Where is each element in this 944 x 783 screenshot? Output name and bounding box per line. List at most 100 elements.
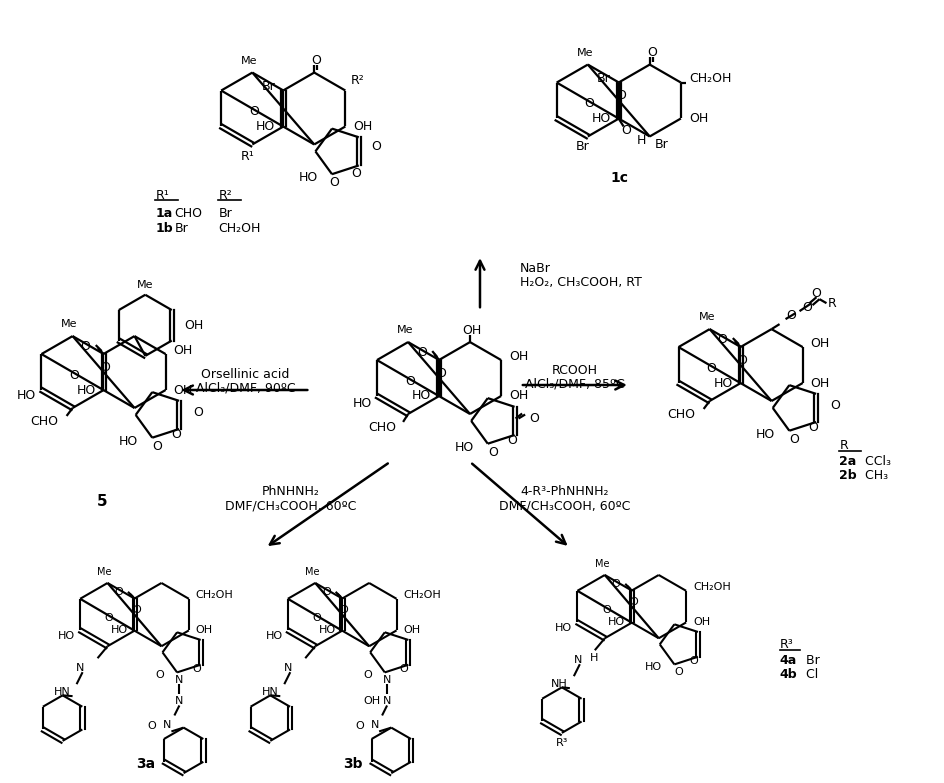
Text: HO: HO: [58, 631, 76, 641]
Text: HO: HO: [713, 377, 732, 389]
Text: HO: HO: [412, 389, 430, 402]
Text: OH: OH: [810, 377, 829, 389]
Text: Orsellinic acid: Orsellinic acid: [201, 367, 289, 381]
Text: O: O: [435, 366, 446, 380]
Text: CH₃: CH₃: [861, 469, 887, 482]
Text: O: O: [340, 604, 348, 615]
Text: HO: HO: [17, 389, 37, 402]
Text: O: O: [399, 664, 408, 674]
Text: O: O: [529, 412, 538, 425]
Text: HO: HO: [298, 171, 317, 185]
Text: Me: Me: [61, 319, 77, 329]
Text: HN: HN: [261, 687, 278, 697]
Text: CHO: CHO: [368, 421, 396, 435]
Text: 1a: 1a: [156, 207, 173, 220]
Text: HO: HO: [454, 441, 473, 454]
Text: O: O: [674, 666, 683, 677]
Text: O: O: [70, 369, 79, 381]
Text: HO: HO: [555, 623, 572, 633]
Text: O: O: [311, 54, 321, 67]
Text: O: O: [487, 446, 497, 459]
Text: R: R: [838, 439, 848, 453]
Text: OH: OH: [363, 697, 380, 706]
Text: O: O: [706, 362, 716, 374]
Text: N: N: [382, 697, 391, 706]
Text: R¹: R¹: [156, 189, 169, 202]
Text: H₂O₂, CH₃COOH, RT: H₂O₂, CH₃COOH, RT: [519, 276, 641, 289]
Text: O: O: [371, 140, 380, 153]
Text: O: O: [621, 124, 631, 137]
Text: O: O: [801, 301, 812, 314]
Text: RCOOH: RCOOH: [551, 363, 598, 377]
Text: O: O: [737, 354, 747, 366]
Text: O: O: [601, 604, 610, 615]
Text: N: N: [175, 674, 183, 684]
Text: O: O: [132, 604, 141, 615]
Text: 4b: 4b: [779, 668, 797, 681]
Text: H: H: [589, 653, 598, 663]
Text: HO: HO: [119, 435, 138, 448]
Text: 2b: 2b: [838, 469, 856, 482]
Text: DMF/CH₃COOH, 60ºC: DMF/CH₃COOH, 60ºC: [498, 500, 630, 512]
Text: Br: Br: [575, 140, 589, 153]
Text: N: N: [283, 663, 292, 673]
Text: 2a: 2a: [838, 456, 856, 468]
Text: OH: OH: [810, 337, 829, 349]
Text: O: O: [615, 89, 625, 102]
Text: CHO: CHO: [667, 409, 695, 421]
Text: O: O: [152, 440, 162, 453]
Text: O: O: [100, 360, 110, 373]
Text: Br: Br: [801, 654, 818, 667]
Text: DMF/CH₃COOH, 60ºC: DMF/CH₃COOH, 60ºC: [225, 500, 356, 512]
Text: CH₂OH: CH₂OH: [692, 582, 730, 592]
Text: Me: Me: [396, 325, 413, 335]
Text: HO: HO: [76, 384, 95, 396]
Text: 3b: 3b: [343, 757, 362, 771]
Text: O: O: [80, 340, 90, 352]
Text: O: O: [716, 333, 726, 345]
Text: O: O: [355, 721, 363, 731]
Text: OH: OH: [353, 120, 372, 133]
Text: O: O: [194, 406, 203, 419]
Text: O: O: [114, 586, 123, 597]
Text: O: O: [611, 579, 619, 589]
Text: H: H: [636, 134, 646, 147]
Text: N: N: [163, 720, 172, 731]
Text: Me: Me: [576, 48, 593, 58]
Text: R: R: [827, 297, 835, 309]
Text: O: O: [312, 612, 321, 622]
Text: 4-R³-PhNHNH₂: 4-R³-PhNHNH₂: [520, 485, 609, 498]
Text: R¹: R¹: [240, 150, 254, 163]
Text: HO: HO: [352, 398, 372, 410]
Text: HO: HO: [110, 626, 127, 636]
Text: O: O: [147, 721, 156, 731]
Text: O: O: [507, 434, 516, 446]
Text: Me: Me: [698, 312, 715, 322]
Text: OH: OH: [688, 112, 707, 125]
Text: HO: HO: [256, 120, 275, 133]
Text: CHO: CHO: [30, 416, 59, 428]
Text: AlCl₃/DMF, 85ºC: AlCl₃/DMF, 85ºC: [525, 377, 624, 391]
Text: O: O: [688, 656, 698, 666]
Text: O: O: [788, 433, 799, 446]
Text: 4a: 4a: [779, 654, 796, 667]
Text: O: O: [785, 309, 796, 322]
Text: O: O: [192, 664, 200, 674]
Text: OH: OH: [509, 389, 528, 402]
Text: PhNHNH₂: PhNHNH₂: [261, 485, 319, 498]
Text: O: O: [249, 105, 259, 118]
Text: R³: R³: [555, 738, 567, 748]
Text: OH: OH: [509, 349, 528, 363]
Text: Br: Br: [218, 207, 232, 220]
Text: OH: OH: [184, 319, 203, 332]
Text: N: N: [382, 674, 391, 684]
Text: Me: Me: [137, 280, 153, 290]
Text: R³: R³: [779, 638, 792, 651]
Text: OH: OH: [174, 384, 193, 396]
Text: 1b: 1b: [156, 222, 173, 235]
Text: OH: OH: [195, 626, 212, 636]
Text: HO: HO: [644, 662, 661, 673]
Text: Br: Br: [261, 80, 275, 93]
Text: HO: HO: [755, 428, 774, 441]
Text: O: O: [322, 586, 330, 597]
